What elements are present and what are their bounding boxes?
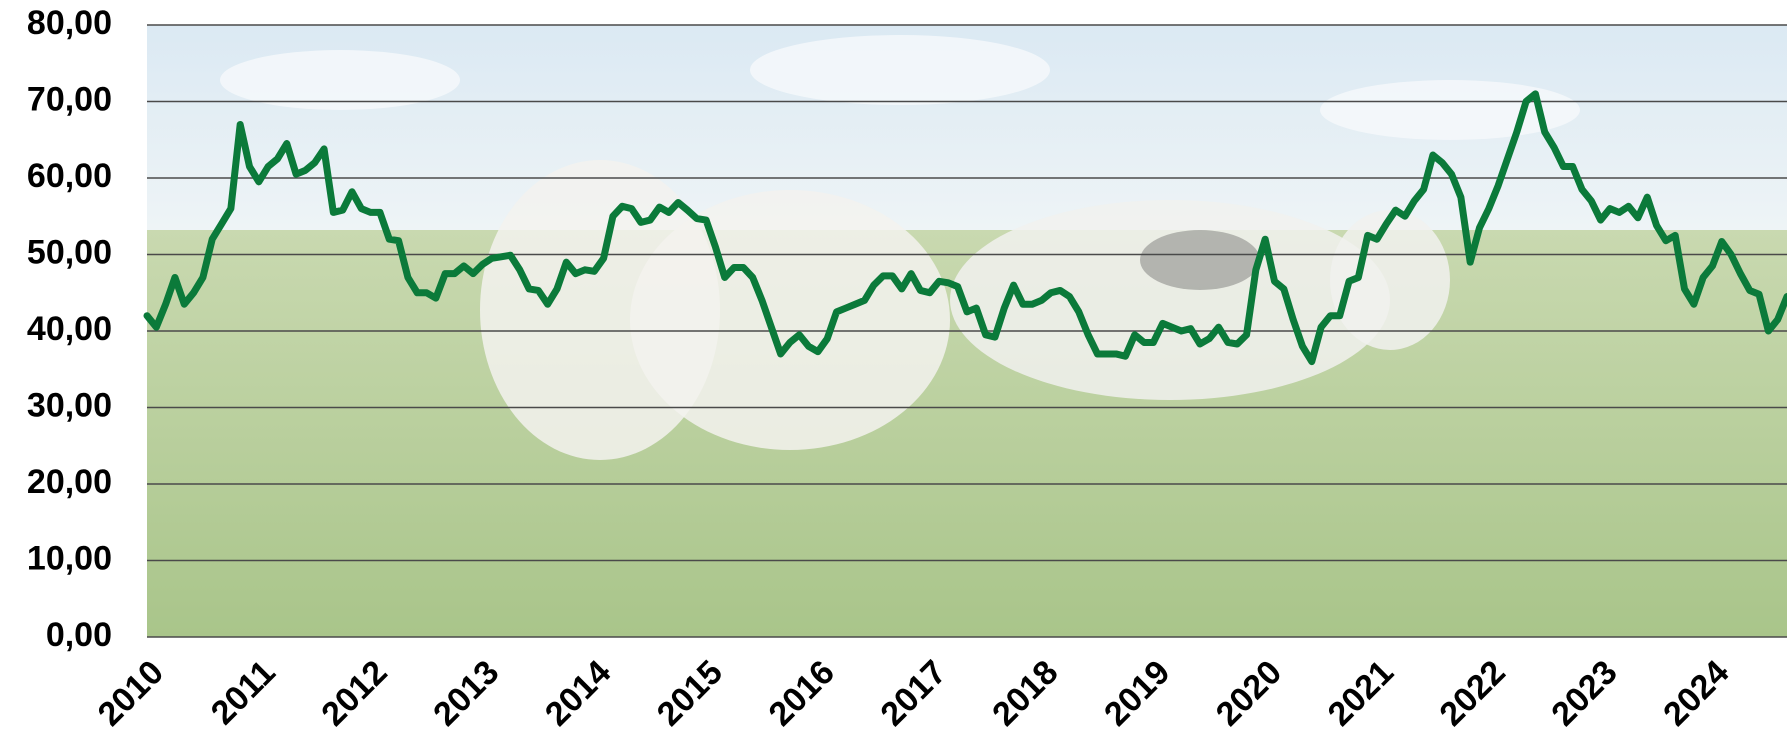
x-tick-label: 2013 [426,653,506,733]
y-tick-label: 70,00 [27,80,112,118]
y-tick-label: 60,00 [27,157,112,195]
x-tick-label: 2012 [314,653,394,733]
y-tick-label: 20,00 [27,463,112,501]
x-tick-label: 2019 [1097,653,1177,733]
x-tick-label: 2016 [762,653,842,733]
x-tick-label: 2011 [204,653,283,732]
y-tick-label: 0,00 [46,616,112,654]
x-tick-label: 2024 [1656,653,1736,733]
x-tick-label: 2015 [650,653,730,733]
y-tick-label: 80,00 [27,4,112,42]
x-tick-label: 2018 [985,653,1065,733]
x-tick-label: 2017 [873,653,953,733]
x-tick-label: 2020 [1209,653,1289,733]
x-tick-label: 2021 [1321,653,1401,733]
y-tick-label: 40,00 [27,310,112,348]
x-tick-label: 2014 [538,653,618,733]
chart: 0,00 10,00 20,00 30,00 40,00 50,00 60,00 70,00 8… [0,0,1787,752]
y-tick-label: 10,00 [27,539,112,577]
x-tick-label: 2010 [91,653,171,733]
y-tick-label: 30,00 [27,386,112,424]
y-tick-label: 50,00 [27,233,112,271]
x-tick-label: 2023 [1544,653,1624,733]
page: 0,00 10,00 20,00 30,00 40,00 50,00 60,00 70,00 8… [0,0,1787,752]
x-tick-label: 2022 [1432,653,1512,733]
